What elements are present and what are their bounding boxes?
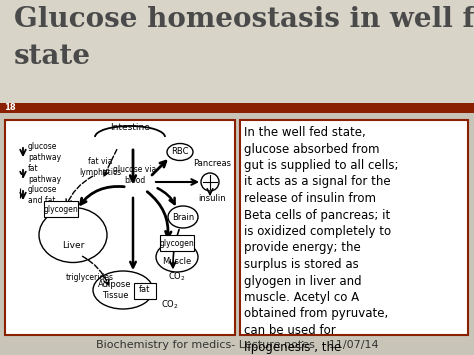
FancyBboxPatch shape: [134, 283, 156, 299]
Bar: [0, 103, 20, 113]
Ellipse shape: [167, 143, 193, 160]
Ellipse shape: [168, 206, 198, 228]
Text: CO$_2$: CO$_2$: [168, 271, 186, 283]
Text: glucose
and fat: glucose and fat: [28, 185, 57, 205]
Text: insulin: insulin: [198, 194, 226, 203]
Text: Glucose homeostasis in well fed: Glucose homeostasis in well fed: [14, 6, 474, 33]
Text: glycogen: glycogen: [160, 239, 194, 247]
FancyBboxPatch shape: [160, 235, 194, 251]
Text: RBC: RBC: [171, 147, 189, 157]
Text: Brain: Brain: [172, 213, 194, 222]
Text: Biochemistry for medics- Lecture notes    11/07/14: Biochemistry for medics- Lecture notes 1…: [96, 340, 378, 350]
FancyBboxPatch shape: [44, 201, 78, 217]
Text: fat via
lymphatics: fat via lymphatics: [79, 157, 121, 177]
Bar: [0, 0, 474, 107]
Text: Intestine: Intestine: [110, 123, 150, 132]
FancyBboxPatch shape: [5, 120, 235, 335]
Ellipse shape: [39, 208, 107, 262]
Bar: [0, 113, 474, 355]
Text: Adipose
Tissue: Adipose Tissue: [98, 280, 132, 300]
Text: fat: fat: [139, 285, 151, 295]
Text: Liver: Liver: [62, 240, 84, 250]
Text: state: state: [14, 43, 91, 70]
Text: Muscle: Muscle: [163, 257, 191, 266]
Text: In the well fed state,
glucose absorbed from
gut is supplied to all cells;
it ac: In the well fed state, glucose absorbed …: [244, 126, 399, 355]
Text: Pancreas: Pancreas: [193, 159, 231, 168]
Text: CO$_2$: CO$_2$: [161, 299, 179, 311]
Ellipse shape: [93, 271, 153, 309]
Text: triglycerides: triglycerides: [66, 273, 114, 282]
Text: glucose via
blood: glucose via blood: [113, 165, 156, 185]
Text: fat
pathway: fat pathway: [28, 164, 61, 184]
Ellipse shape: [201, 173, 219, 191]
Text: 18: 18: [4, 104, 16, 113]
Bar: [0, 103, 474, 113]
Text: glucose
pathway: glucose pathway: [28, 142, 61, 162]
Ellipse shape: [156, 242, 198, 272]
FancyBboxPatch shape: [240, 120, 468, 335]
Text: glycogen: glycogen: [44, 204, 78, 213]
